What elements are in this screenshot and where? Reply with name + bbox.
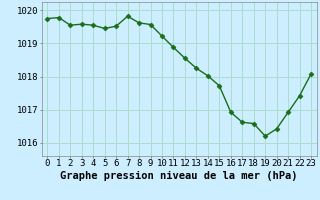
- X-axis label: Graphe pression niveau de la mer (hPa): Graphe pression niveau de la mer (hPa): [60, 171, 298, 181]
